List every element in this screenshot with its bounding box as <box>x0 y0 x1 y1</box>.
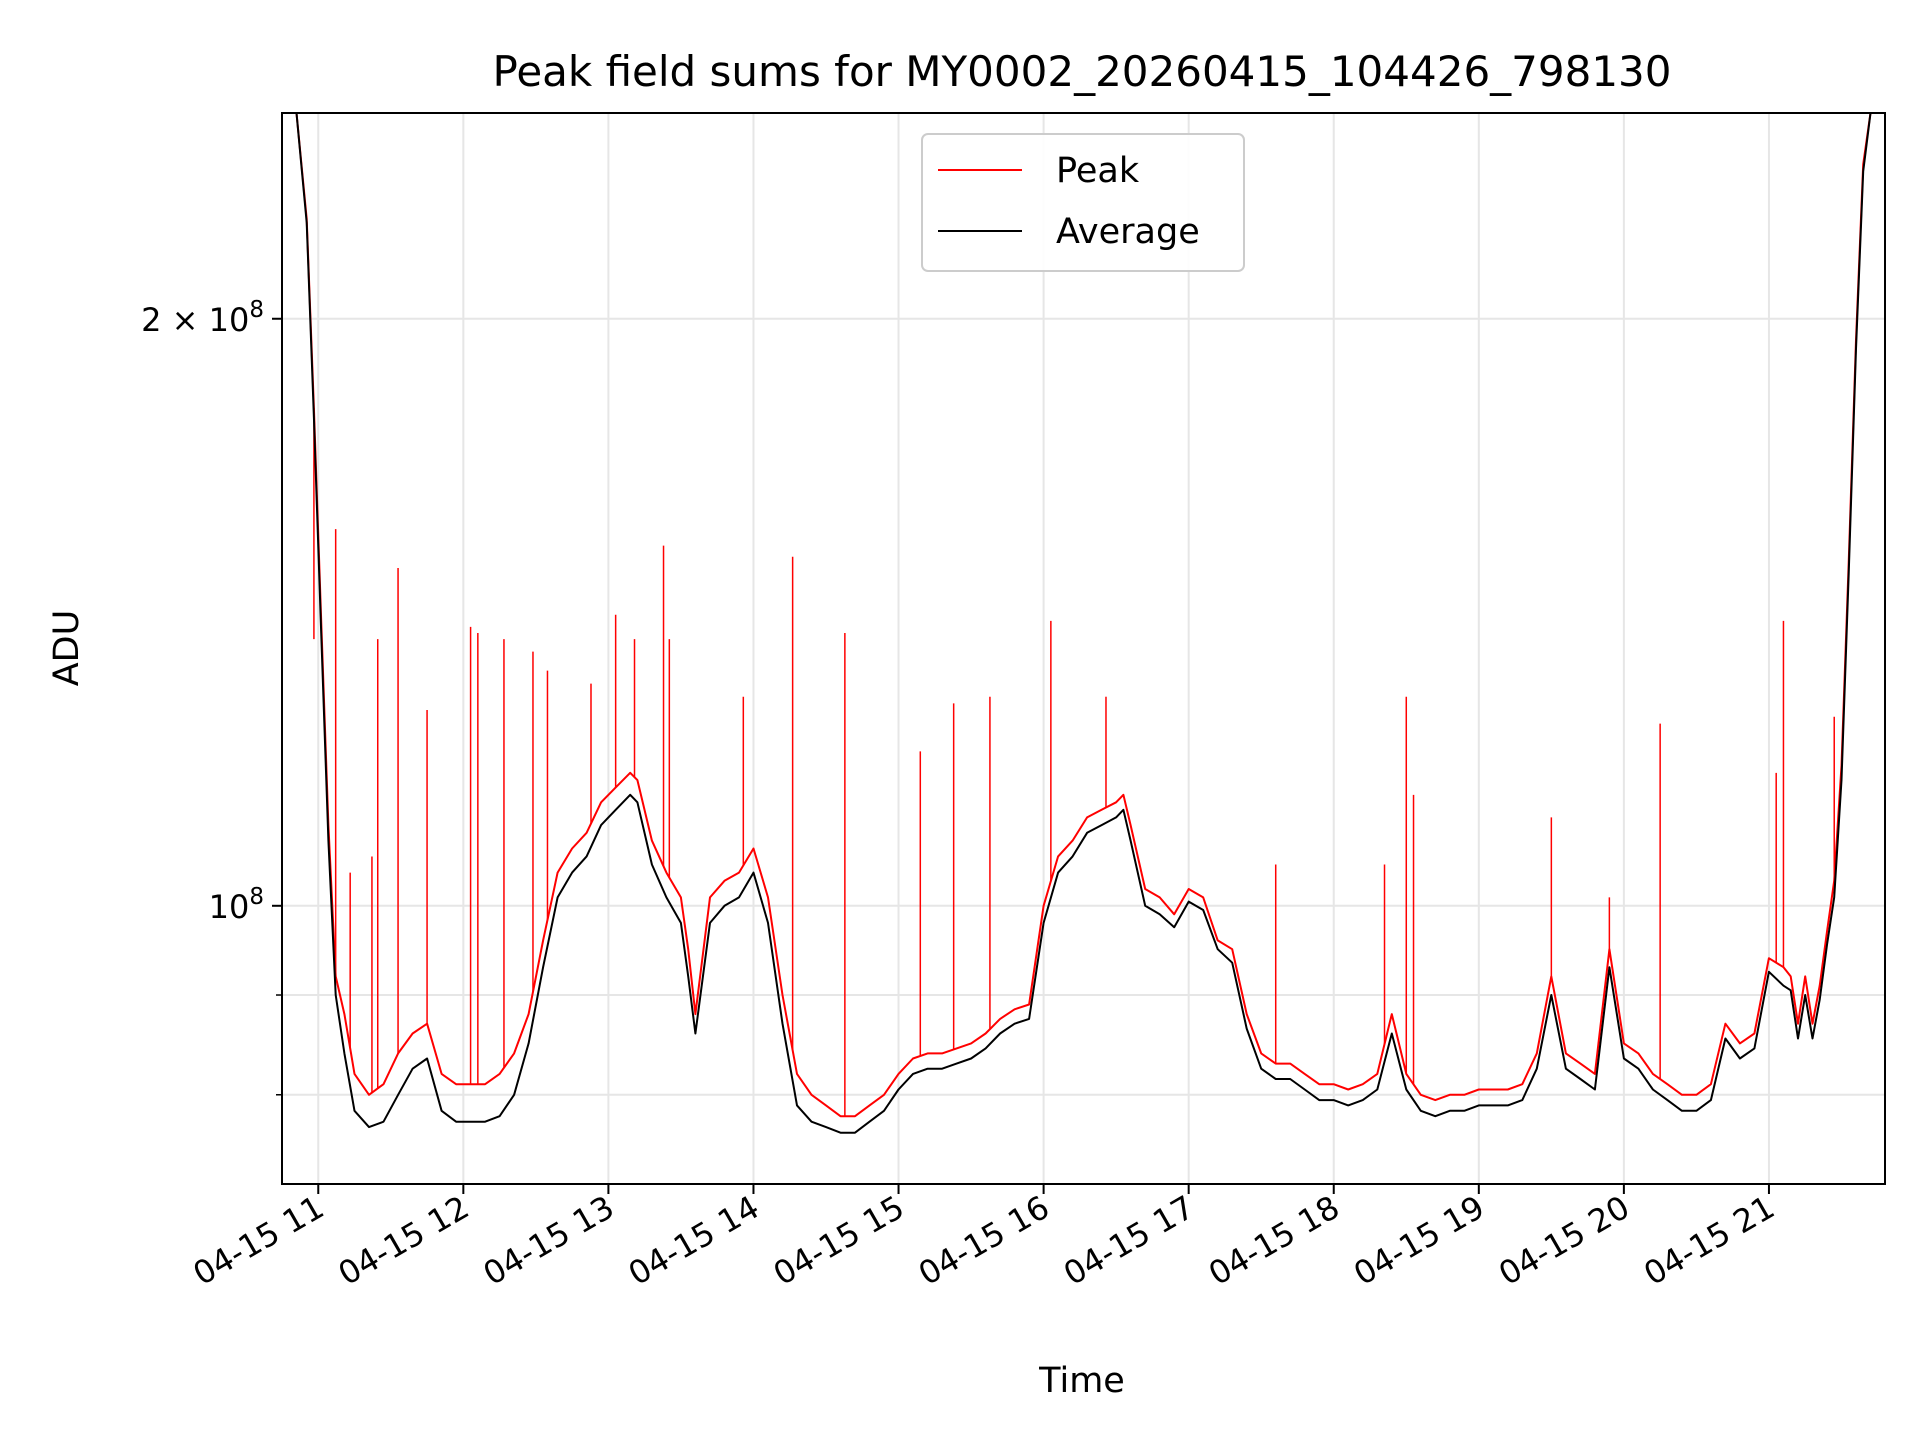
series-line-average <box>295 113 1872 1134</box>
x-axis-label: Time <box>1038 1361 1125 1401</box>
y-axis-label: ADU <box>47 610 87 687</box>
legend: Peak Average <box>921 133 1245 272</box>
y-tick-label: 108 <box>209 884 264 926</box>
grid-lines <box>282 113 1885 1184</box>
chart-title: Peak field sums for MY0002_20260415_1044… <box>492 47 1671 96</box>
y-axis-ticks: 2 × 108 108 <box>141 297 282 1096</box>
legend-box <box>921 133 1245 272</box>
legend-label-average: Average <box>1056 212 1200 252</box>
y-tick-label: 2 × 108 <box>141 297 264 339</box>
legend-label-peak: Peak <box>1056 151 1140 191</box>
series-line-peak <box>295 113 1872 1118</box>
series-layer <box>295 113 1872 1134</box>
plot-frame <box>281 112 1886 1185</box>
